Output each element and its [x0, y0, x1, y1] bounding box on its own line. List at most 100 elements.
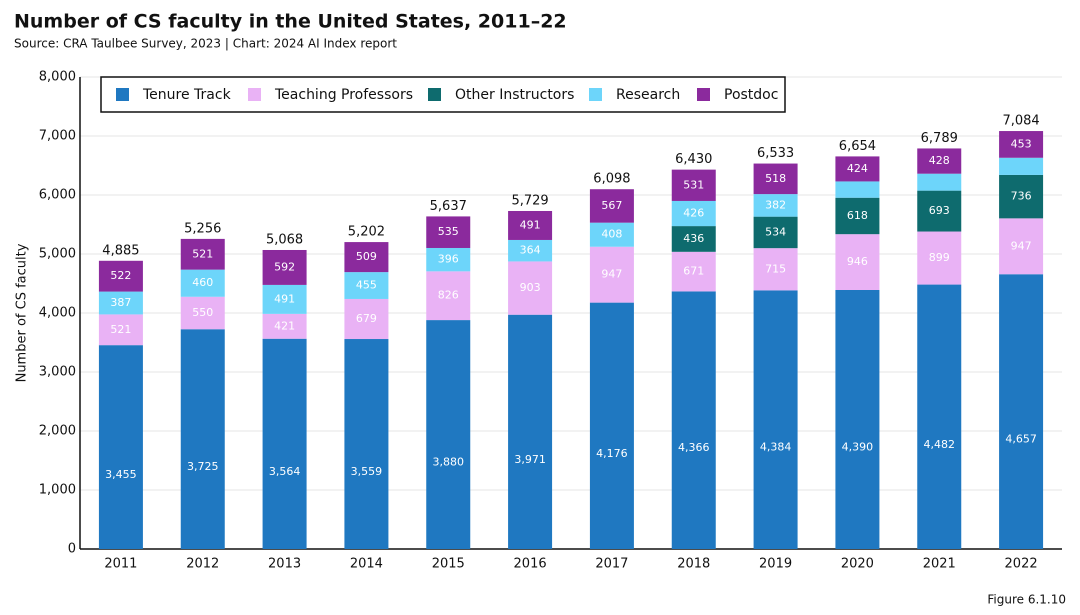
total-label: 5,637 [430, 199, 467, 214]
bar-segment [426, 247, 471, 272]
bar-segment [917, 190, 962, 232]
bar-segment [508, 239, 553, 262]
bar-segment [671, 291, 716, 549]
bar-segment [999, 218, 1044, 275]
bar-segment [835, 156, 880, 182]
data-label: 4,390 [842, 440, 874, 453]
data-label: 364 [520, 244, 541, 257]
x-tick-label: 2021 [923, 557, 956, 572]
data-label: 4,482 [924, 438, 956, 451]
chart-subtitle: Source: CRA Taulbee Survey, 2023 | Chart… [14, 37, 397, 51]
data-label: 3,971 [514, 453, 546, 466]
bar-segment [426, 216, 471, 248]
data-label: 491 [520, 218, 541, 231]
x-tick-label: 2022 [1005, 557, 1038, 572]
legend-label: Other Instructors [455, 87, 574, 103]
bar-segment [835, 234, 880, 290]
data-label: 535 [438, 225, 459, 238]
bar-segment [999, 174, 1044, 219]
data-label: 4,366 [678, 441, 710, 454]
bar-segment [671, 251, 716, 292]
y-tick-label: 7,000 [39, 129, 76, 144]
data-label: 521 [192, 247, 213, 260]
bar-segment [671, 200, 716, 227]
data-label: 3,455 [105, 468, 137, 481]
bar-segment [753, 290, 798, 549]
data-label: 453 [1011, 137, 1032, 150]
y-axis-label: Number of CS faculty [15, 243, 30, 382]
bar-segment [917, 148, 962, 174]
bar-segment [671, 169, 716, 201]
data-label: 4,384 [760, 441, 792, 454]
total-label: 6,654 [839, 139, 876, 154]
data-label: 455 [356, 279, 377, 292]
data-label: 522 [110, 269, 131, 282]
bar-segment [589, 302, 634, 549]
bar-segment [262, 249, 307, 285]
bar-segment [671, 226, 716, 252]
data-label: 693 [929, 204, 950, 217]
data-label: 567 [601, 199, 622, 212]
legend-marker [589, 88, 602, 101]
data-label: 618 [847, 209, 868, 222]
total-label: 5,729 [511, 193, 548, 208]
bar-segment [426, 320, 471, 549]
data-label: 946 [847, 255, 868, 268]
data-label: 428 [929, 154, 950, 167]
bar-segment [262, 284, 307, 314]
total-label: 4,885 [102, 243, 139, 258]
bar-segment [753, 163, 798, 195]
legend-label: Teaching Professors [274, 87, 413, 103]
bar-segment [262, 313, 307, 339]
data-label: 408 [601, 228, 622, 241]
data-label: 387 [110, 296, 131, 309]
data-label: 491 [274, 292, 295, 305]
bar-segment [508, 210, 553, 240]
y-tick-label: 8,000 [39, 70, 76, 85]
bar-segment [98, 260, 143, 292]
data-label: 531 [683, 178, 704, 191]
bar-segment [180, 238, 225, 270]
y-tick-label: 6,000 [39, 188, 76, 203]
bar-segment [835, 181, 880, 198]
data-label: 382 [765, 198, 786, 211]
data-label: 736 [1011, 190, 1032, 203]
bar-segment [180, 269, 225, 297]
figure-label: Figure 6.1.10 [987, 593, 1066, 607]
bar-segment [753, 248, 798, 291]
y-tick-label: 1,000 [39, 483, 76, 498]
data-label: 947 [601, 268, 622, 281]
data-label: 521 [110, 323, 131, 336]
bar-segment [426, 271, 471, 321]
bar-segment [344, 272, 389, 299]
x-tick-label: 2015 [432, 557, 465, 572]
y-tick-label: 2,000 [39, 424, 76, 439]
legend-label: Tenure Track [142, 87, 232, 103]
data-label: 4,657 [1005, 433, 1037, 446]
x-tick-label: 2013 [268, 557, 301, 572]
y-tick-label: 3,000 [39, 365, 76, 380]
data-label: 518 [765, 172, 786, 185]
data-label: 550 [192, 306, 213, 319]
x-tick-label: 2018 [677, 557, 710, 572]
x-tick-label: 2014 [350, 557, 383, 572]
data-label: 421 [274, 319, 295, 332]
legend-label: Postdoc [724, 87, 778, 103]
bar-segment [508, 314, 553, 549]
data-label: 715 [765, 262, 786, 275]
bar-segment [999, 131, 1044, 158]
bar-segment [508, 261, 553, 315]
total-label: 6,789 [921, 131, 958, 146]
chart-title: Number of CS faculty in the United State… [14, 11, 567, 33]
data-label: 947 [1011, 239, 1032, 252]
data-label: 424 [847, 162, 868, 175]
x-tick-label: 2017 [595, 557, 628, 572]
bar-segment [180, 296, 225, 330]
bar-segment [180, 329, 225, 549]
bar-segment [98, 345, 143, 549]
total-label: 7,084 [1002, 114, 1039, 129]
data-label: 460 [192, 276, 213, 289]
bar-segment [917, 173, 962, 191]
data-label: 671 [683, 265, 704, 278]
legend-label: Research [616, 87, 680, 103]
